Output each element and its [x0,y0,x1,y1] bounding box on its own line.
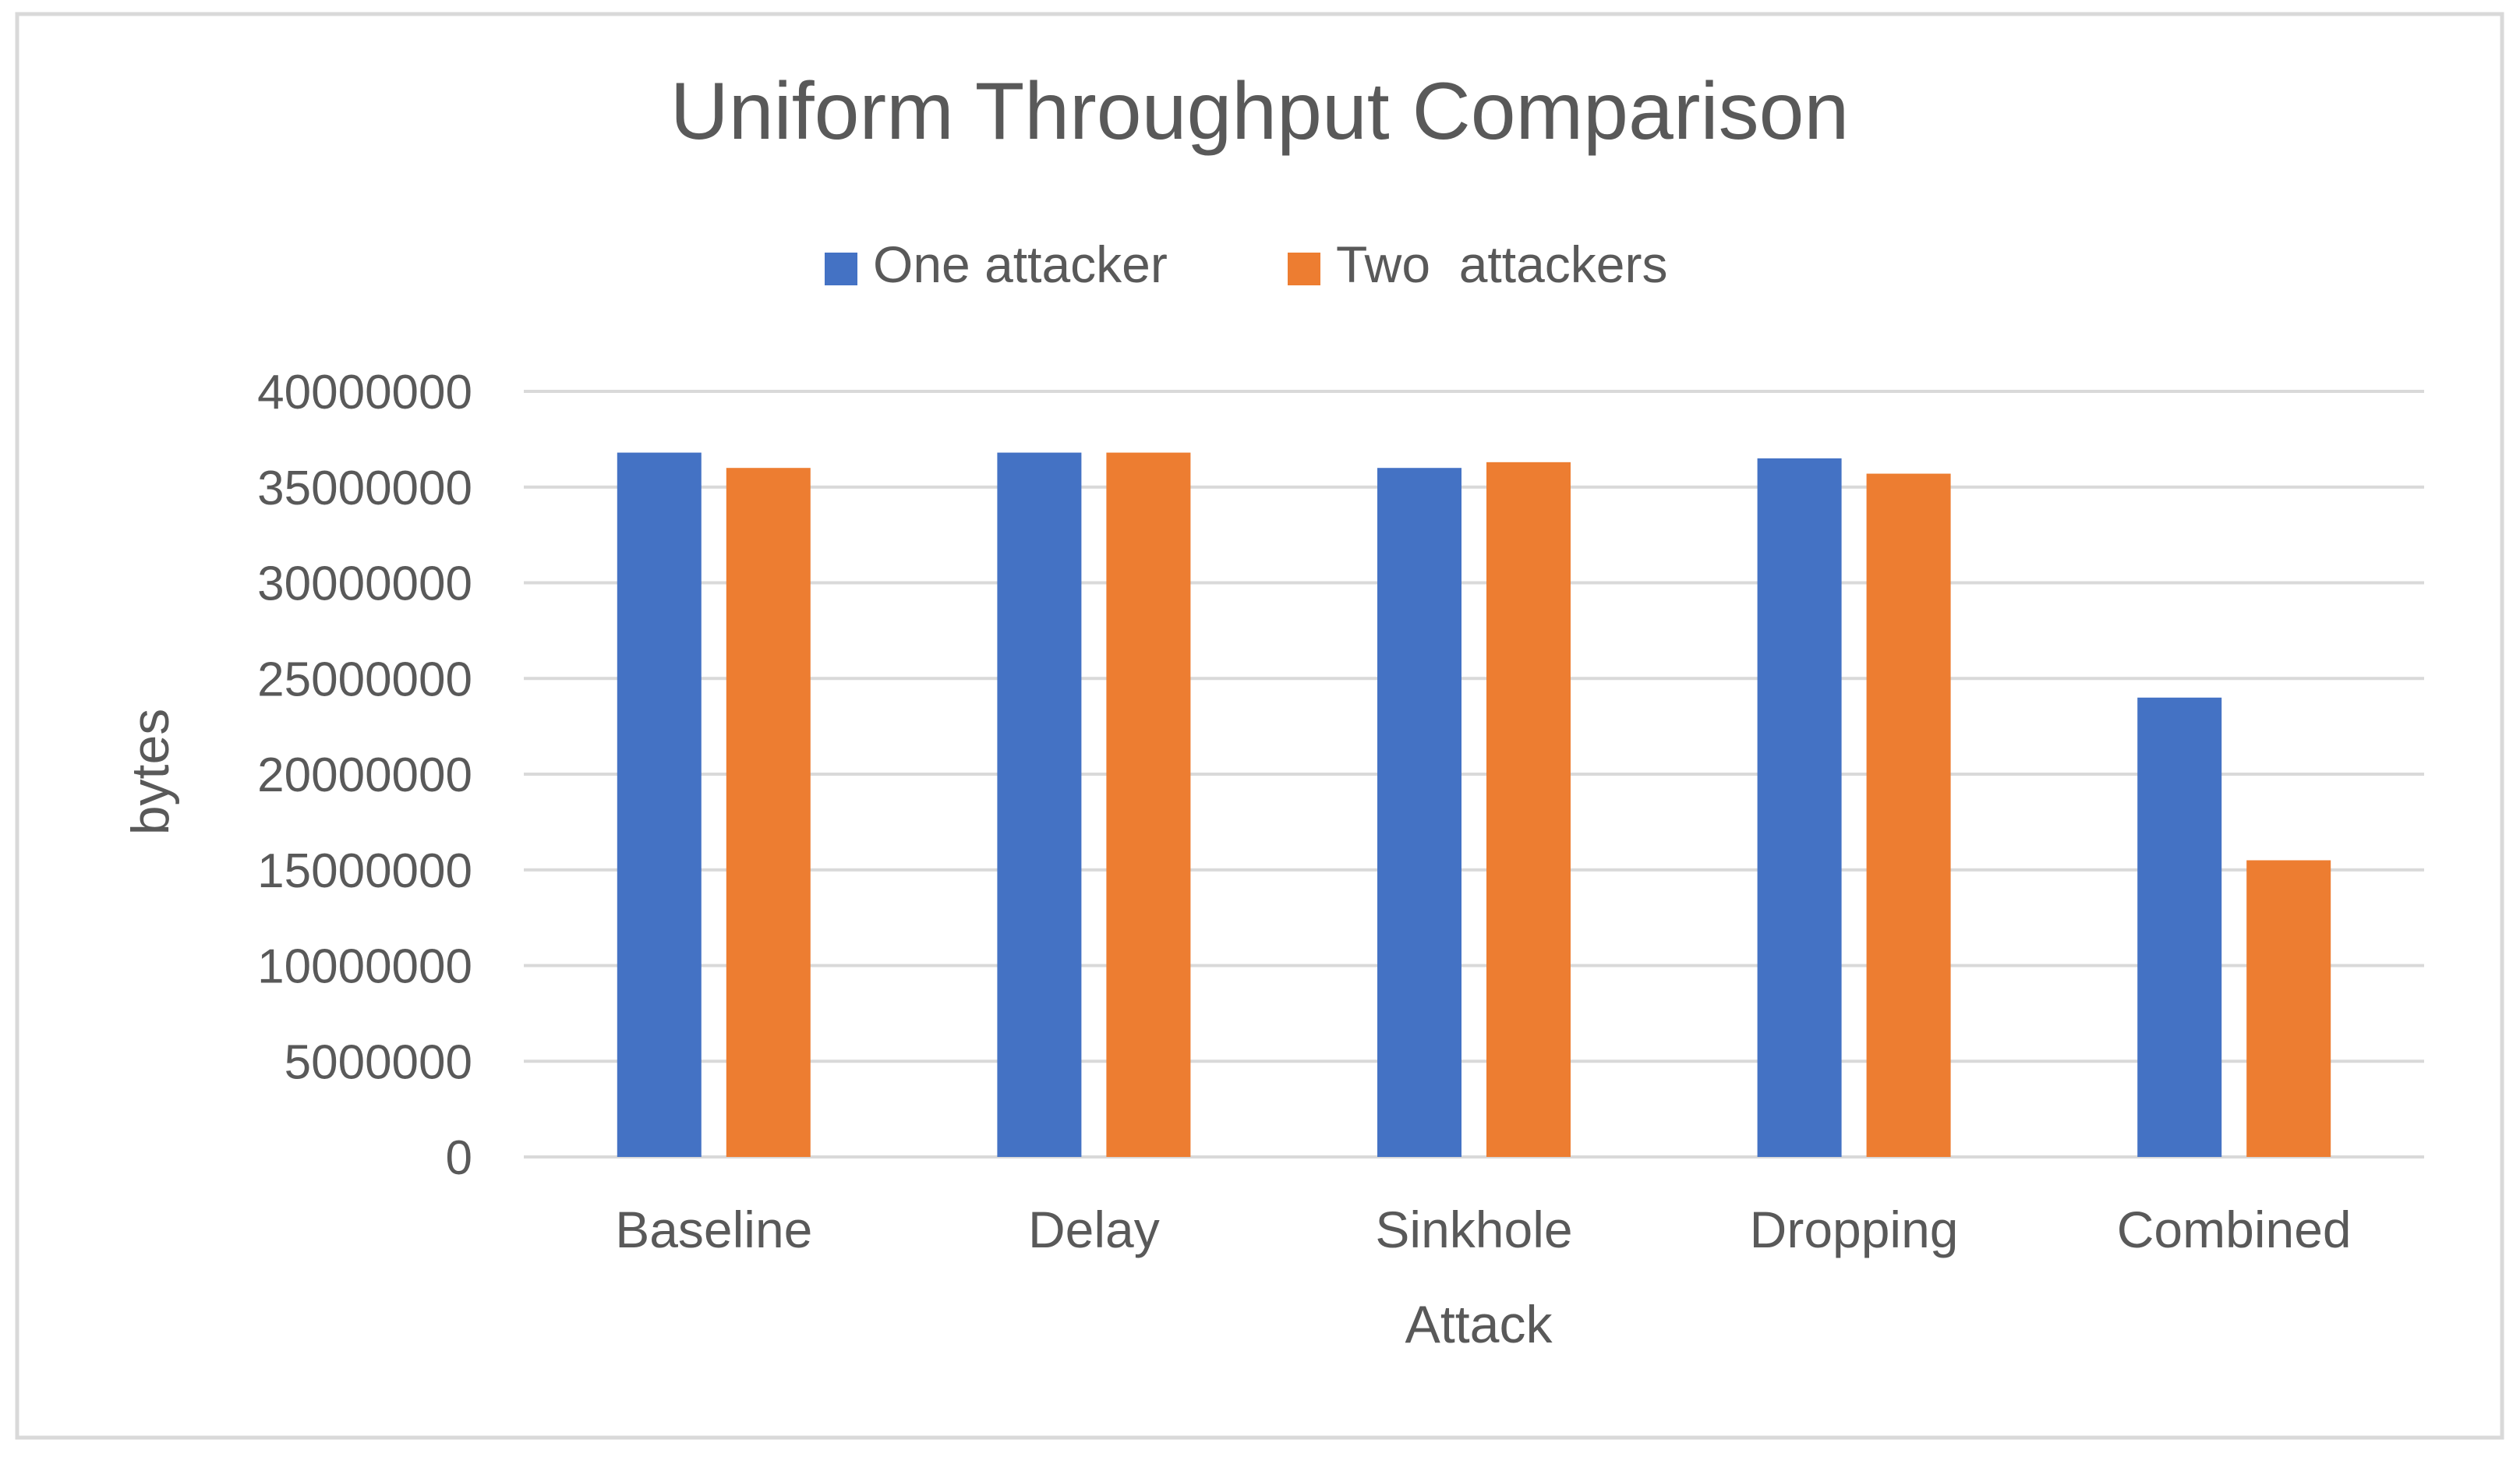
y-tick-label: 0 [446,1131,472,1185]
bar-sinkhole-series-2 [1486,462,1571,1157]
x-axis-ticks: Baseline Delay Sinkhole Dropping Combined [615,1201,2351,1258]
legend: One attacker Two attackers [825,235,1668,293]
x-tick-label: Combined [2117,1201,2352,1258]
chart-frame [15,12,2504,1440]
bar-combined-series-2 [2246,860,2331,1157]
x-tick-label: Delay [1028,1201,1160,1258]
y-tick-label: 40000000 [257,366,472,419]
bar-baseline-series-2 [726,468,811,1157]
bar-dropping-series-1 [1757,458,1842,1157]
y-tick-label: 10000000 [257,940,472,994]
y-tick-label: 5000000 [285,1035,472,1089]
bar-delay-series-2 [1106,452,1191,1157]
bar-dropping-series-2 [1866,473,1951,1157]
y-tick-label: 15000000 [257,844,472,898]
bar-combined-series-1 [2137,697,2222,1157]
y-axis-ticks: 0 5000000 10000000 15000000 20000000 25000000… [257,366,472,1185]
legend-swatch-series-2 [1288,253,1320,285]
x-tick-label: Baseline [615,1201,812,1258]
y-tick-label: 35000000 [257,462,472,515]
x-tick-label: Dropping [1750,1201,1959,1258]
x-axis-label: Attack [1405,1295,1553,1354]
legend-label-series-1: One attacker [873,235,1168,293]
y-tick-label: 30000000 [257,557,472,611]
x-tick-label: Sinkhole [1375,1201,1572,1258]
legend-swatch-series-1 [825,253,857,285]
y-tick-label: 25000000 [257,653,472,706]
gridlines [524,390,2424,1159]
y-tick-label: 20000000 [257,748,472,802]
bars [617,452,2331,1157]
chart-title: Uniform Throughput Comparison [670,66,1850,157]
legend-label-series-2: Two attackers [1336,235,1668,293]
bar-sinkhole-series-1 [1377,468,1461,1157]
bar-delay-series-1 [997,452,1082,1157]
y-axis-label: bytes [121,709,180,836]
bar-baseline-series-1 [617,452,702,1157]
